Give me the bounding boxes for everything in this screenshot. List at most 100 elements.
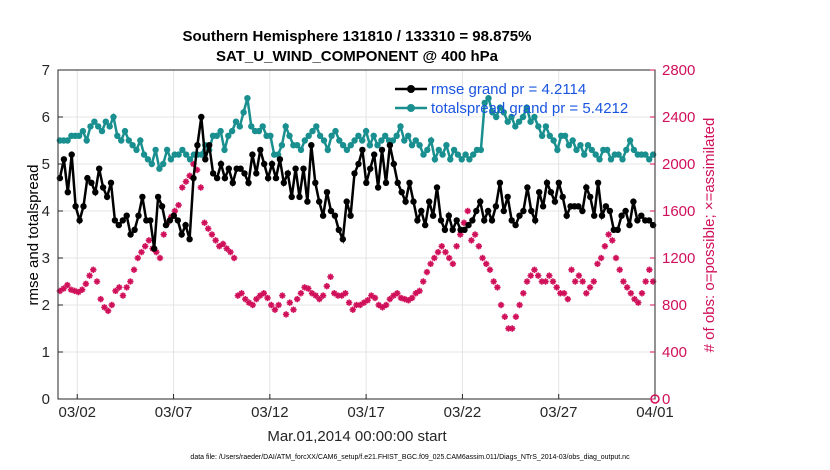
obs-point	[546, 272, 553, 279]
obs-stroke	[383, 302, 389, 308]
rmse-point	[182, 221, 189, 229]
rmse-point	[630, 198, 637, 205]
rmse-point	[559, 193, 566, 201]
totalspread-point	[156, 165, 163, 172]
rmse-point	[520, 207, 527, 215]
obs-stroke	[172, 208, 178, 214]
totalspread-point	[454, 151, 462, 158]
obs-stroke	[79, 286, 85, 293]
totalspread-point	[297, 146, 305, 154]
obs-stroke	[631, 296, 638, 302]
obs-point	[408, 294, 416, 302]
rmse-point	[500, 207, 507, 215]
obs-point	[197, 184, 204, 191]
rmse-point	[508, 217, 515, 224]
obs-point	[67, 286, 75, 293]
x-axis-label: Mar.01,2014 00:00:00 start	[267, 428, 447, 445]
rmse-point	[80, 203, 87, 210]
obs-point	[453, 243, 460, 250]
obs-stroke	[587, 284, 593, 291]
rmse-point	[245, 179, 252, 186]
obs-stroke	[464, 208, 471, 214]
obs-stroke	[568, 266, 575, 273]
totalspread-point	[493, 113, 500, 121]
rmse-point	[316, 198, 323, 205]
rmse-point	[371, 151, 378, 158]
totalspread-point	[359, 137, 366, 144]
rmse-point	[272, 174, 280, 182]
obs-stroke	[320, 292, 326, 299]
obs-stroke	[424, 269, 430, 275]
obs-stroke	[524, 278, 530, 285]
rmse-point	[253, 170, 260, 177]
obs-point	[620, 278, 627, 285]
totalspread-point	[282, 123, 289, 130]
totalspread-point	[217, 127, 224, 135]
obs-stroke	[620, 278, 627, 285]
rmse-point	[147, 217, 154, 224]
legend-rmse-marker	[407, 85, 415, 93]
rmse-point	[213, 174, 221, 182]
obs-stroke	[375, 302, 382, 308]
rmse-point	[496, 179, 504, 186]
left-tick-label: 1	[42, 344, 50, 361]
obs-stroke	[646, 266, 653, 273]
obs-stroke	[583, 290, 590, 297]
totalspread-point	[129, 142, 136, 149]
totalspread-point	[447, 156, 454, 163]
obs-point	[486, 266, 494, 273]
obs-stroke	[264, 295, 271, 301]
obs-point	[97, 295, 104, 303]
obs-stroke	[279, 292, 286, 299]
totalspread-point	[623, 146, 630, 154]
obs-point	[468, 237, 475, 244]
totalspread-point	[259, 123, 266, 130]
totalspread-point	[343, 146, 351, 154]
obs-point	[431, 254, 438, 262]
obs-stroke	[579, 278, 586, 285]
obs-stroke	[220, 241, 226, 247]
x-tick-label: 03/07	[155, 404, 193, 421]
totalspread-point	[527, 118, 534, 125]
obs-point	[86, 272, 93, 279]
obs-stroke	[494, 284, 501, 291]
obs-stroke	[261, 290, 267, 297]
totalspread-point	[91, 118, 98, 125]
totalspread-point	[489, 109, 496, 116]
rmse-point	[347, 212, 354, 219]
obs-point	[271, 306, 279, 313]
obs-stroke	[286, 299, 293, 306]
obs-point	[64, 281, 71, 289]
obs-point	[156, 254, 164, 262]
totalspread-point	[133, 146, 140, 154]
obs-stroke	[138, 249, 145, 255]
rmse-point	[406, 179, 413, 186]
obs-point	[282, 311, 290, 318]
rmse-point	[575, 203, 582, 210]
rmse-point	[119, 217, 127, 224]
obs-stroke	[305, 285, 312, 292]
x-ticks: 03/02 03/07 03/12 03/17 03/22 03/27 04/01	[58, 394, 674, 421]
obs-stroke	[472, 231, 478, 238]
rmse-point	[516, 212, 523, 219]
obs-point	[219, 240, 227, 248]
obs-stroke	[153, 249, 160, 255]
obs-point	[327, 273, 334, 280]
rmse-point	[504, 193, 511, 201]
rmse-point	[453, 217, 460, 224]
rmse-point	[229, 179, 236, 186]
obs-point	[290, 306, 297, 313]
rmse-point	[221, 174, 229, 182]
obs-stroke	[175, 202, 182, 208]
rmse-point	[594, 179, 602, 186]
totalspread-point	[504, 118, 511, 125]
obs-stroke	[639, 290, 645, 297]
rmse-point	[170, 212, 177, 219]
obs-point	[368, 292, 375, 299]
obs-point	[123, 284, 130, 291]
obs-stroke	[513, 313, 519, 320]
rmse-point	[72, 203, 79, 210]
rmse-point	[536, 189, 543, 196]
obs-stroke	[179, 184, 186, 191]
rmse-point	[335, 226, 342, 233]
